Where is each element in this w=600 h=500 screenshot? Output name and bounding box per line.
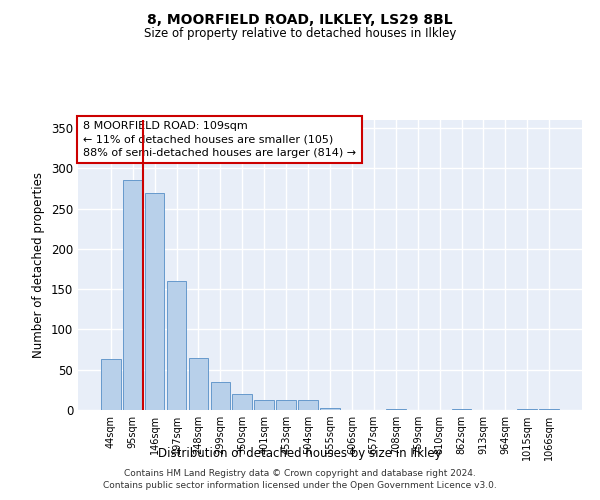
Text: Distribution of detached houses by size in Ilkley: Distribution of detached houses by size … [158, 448, 442, 460]
Bar [452, 409, 472, 410]
Bar [167, 281, 187, 410]
Bar [254, 400, 274, 410]
Y-axis label: Number of detached properties: Number of detached properties [32, 172, 46, 358]
Bar [386, 409, 406, 410]
Bar [276, 400, 296, 410]
Bar [298, 400, 318, 410]
Bar [211, 382, 230, 410]
Bar [517, 409, 537, 410]
Bar [539, 409, 559, 410]
Bar [101, 359, 121, 410]
Bar [188, 358, 208, 410]
Bar [145, 192, 164, 410]
Text: Size of property relative to detached houses in Ilkley: Size of property relative to detached ho… [144, 28, 456, 40]
Text: 8, MOORFIELD ROAD, ILKLEY, LS29 8BL: 8, MOORFIELD ROAD, ILKLEY, LS29 8BL [147, 12, 453, 26]
Text: Contains HM Land Registry data © Crown copyright and database right 2024.
Contai: Contains HM Land Registry data © Crown c… [103, 469, 497, 490]
Bar [232, 394, 252, 410]
Bar [123, 180, 143, 410]
Text: 8 MOORFIELD ROAD: 109sqm
← 11% of detached houses are smaller (105)
88% of semi-: 8 MOORFIELD ROAD: 109sqm ← 11% of detach… [83, 122, 356, 158]
Bar [320, 408, 340, 410]
